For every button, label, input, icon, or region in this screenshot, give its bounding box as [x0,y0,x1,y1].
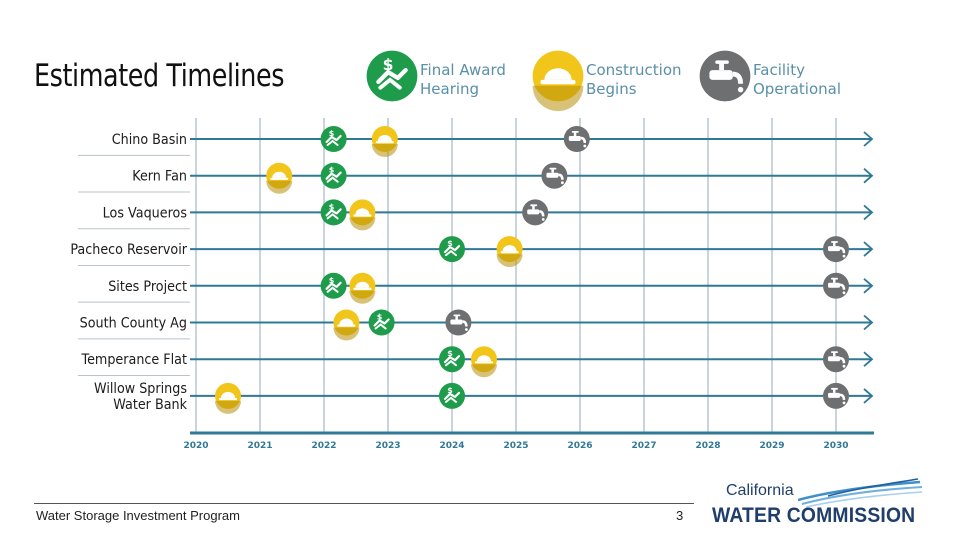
svg-text:$: $ [383,56,394,74]
svg-text:$: $ [329,166,335,175]
facility-marker-willow-springs-water-bank [823,382,849,409]
row-label-los-vaqueros: Los Vaqueros [103,205,187,222]
california-water-commission-logo: California WATER COMMISSION [710,478,940,534]
svg-text:$: $ [447,386,453,395]
row-arrow-pacheco-reservoir [863,241,874,257]
row-label-temperance-flat: Temperance Flat [81,351,188,368]
facility-marker-los-vaqueros [522,199,549,226]
facility-marker-sites-project [823,272,849,299]
page-number: 3 [676,508,684,523]
row-label-willow-springs-water-bank-line2: Water Bank [113,396,187,413]
award-marker-willow-springs-water-bank: $ [439,382,465,409]
row-arrow-los-vaqueros [863,204,874,221]
facility-marker-kern-fan [541,162,568,189]
facility-marker-south-county-ag [445,309,472,336]
row-label-south-county-ag: South County Ag [80,315,187,332]
svg-text:$: $ [447,349,453,358]
logo-line-1: California [726,482,794,499]
award-marker-los-vaqueros: $ [320,199,347,226]
x-tick-label-2026: 2026 [567,441,592,451]
legend-award-label-line1: Final Award [420,61,506,79]
row-arrow-chino-basin [863,131,874,147]
row-label-pacheco-reservoir: Pacheco Reservoir [70,241,187,258]
x-tick-label-2027: 2027 [631,441,656,451]
x-tick-label-2023: 2023 [375,441,400,451]
row-arrow-willow-springs-water-bank [863,388,874,404]
construction-marker-willow-springs-water-bank [215,382,241,414]
legend-construction-label-line2: Begins [586,80,637,98]
footer-program-name: Water Storage Investment Program [36,508,240,523]
timeline-chart: Chino Basin Kern Fan Los Vaqueros Pacheco R… [70,50,874,451]
award-marker-pacheco-reservoir: $ [439,236,465,263]
construction-marker-sites-project [349,272,376,304]
page-title: Estimated Timelines [34,58,285,94]
svg-text:$: $ [329,129,335,138]
construction-marker-pacheco-reservoir [496,236,523,268]
construction-marker-south-county-ag [333,309,360,341]
construction-marker-kern-fan [266,162,293,194]
x-tick-label-2030: 2030 [823,441,848,451]
construction-marker-los-vaqueros [349,199,376,231]
x-tick-label-2020: 2020 [183,441,208,451]
award-marker-temperance-flat: $ [439,346,465,373]
award-marker-kern-fan: $ [320,162,347,189]
construction-marker-chino-basin [371,126,398,157]
logo-line-2: WATER COMMISSION [712,504,916,527]
facility-marker-pacheco-reservoir [823,236,849,263]
row-arrow-kern-fan [863,168,874,184]
x-tick-label-2025: 2025 [503,441,528,451]
legend-facility-marker [699,50,751,102]
award-marker-sites-project: $ [320,272,347,299]
legend-award-marker: $ [366,50,418,102]
construction-marker-temperance-flat [471,346,497,378]
row-label-willow-springs-water-bank-line1: Willow Springs [94,380,187,397]
x-tick-label-2021: 2021 [247,441,272,451]
logo-waves-icon [798,478,923,508]
facility-marker-chino-basin [563,126,590,152]
x-tick-label-2029: 2029 [759,441,784,451]
svg-text:$: $ [377,313,383,322]
facility-marker-temperance-flat [823,346,849,373]
svg-text:$: $ [329,202,335,211]
row-arrow-south-county-ag [863,314,874,331]
x-tick-label-2022: 2022 [311,441,336,451]
row-label-chino-basin: Chino Basin [112,131,187,148]
award-marker-chino-basin: $ [320,126,347,152]
award-marker-south-county-ag: $ [368,309,395,336]
x-tick-label-2024: 2024 [439,441,464,451]
footer-divider [34,503,694,504]
svg-text:$: $ [447,239,453,248]
svg-text:$: $ [329,276,335,285]
legend-construction-marker [532,50,584,112]
row-label-kern-fan: Kern Fan [132,168,187,185]
row-arrow-temperance-flat [863,351,874,367]
legend-facility-label-line1: Facility [753,61,805,79]
x-tick-label-2028: 2028 [695,441,720,451]
legend-facility-label-line2: Operational [753,80,841,98]
legend-award-label-line2: Hearing [420,80,479,98]
row-label-sites-project: Sites Project [108,278,187,295]
row-arrow-sites-project [863,278,874,294]
legend-construction-label-line1: Construction [586,61,682,79]
